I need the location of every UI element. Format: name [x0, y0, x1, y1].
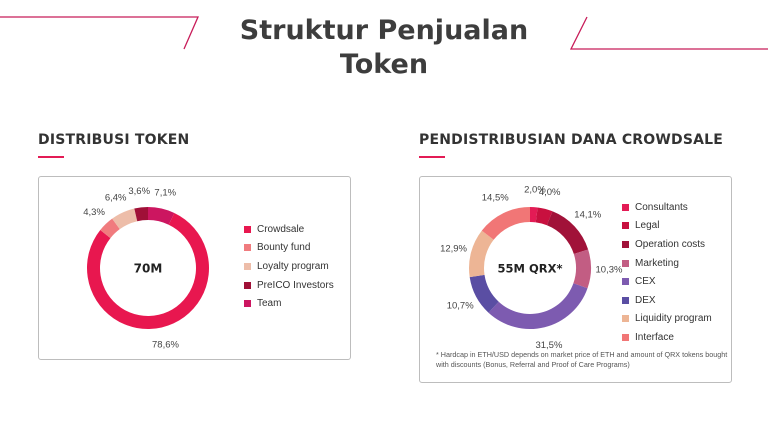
page-title-line1: Struktur Penjualan: [239, 15, 529, 46]
token-distribution-legend: Crowdsale Bounty fund Loyalty program PreIC…: [244, 220, 334, 313]
legend-swatch: [244, 225, 251, 233]
slice-label-loyalty-program: 6,4%: [105, 193, 127, 204]
legend-swatch: [244, 262, 251, 270]
slice-label-consultants: 2,0%: [524, 185, 546, 196]
slice-legal: [535, 207, 553, 226]
slice-dex: [469, 274, 499, 313]
donut-center-label: 70M: [134, 262, 163, 276]
legend-label: CEX: [635, 276, 656, 288]
decorative-line-right: [569, 16, 768, 50]
crowdsale-funds-legend: Consultants Legal Operation costs Marketing…: [622, 198, 712, 347]
legend-swatch: [622, 278, 629, 286]
legend-label: Operation costs: [635, 238, 706, 250]
slice-label-team: 7,1%: [154, 187, 176, 198]
legend-label: Interface: [635, 331, 674, 343]
legend-swatch: [622, 296, 629, 304]
legend-item-crowdsale: Crowdsale: [244, 220, 334, 239]
slice-label-legal: 4,0%: [539, 187, 561, 198]
donut-center-label: 55M QRX*: [498, 262, 563, 276]
slice-team: [148, 207, 175, 225]
page-title: Struktur Penjualan Token: [0, 14, 768, 82]
legend-item-interface: Interface: [622, 328, 712, 347]
slice-preico-investors: [134, 207, 148, 222]
slice-consultants: [530, 207, 538, 223]
legend-label: Legal: [635, 220, 660, 232]
page-title-line2: Token: [339, 49, 429, 80]
legend-item-liquidity-program: Liquidity program: [622, 310, 712, 329]
legend-item-bounty-fund: Bounty fund: [244, 239, 334, 258]
legend-item-cex: CEX: [622, 272, 712, 291]
slice-label-cex: 31,5%: [535, 340, 562, 351]
slice-operation-costs: [546, 211, 589, 255]
legend-label: PreICO Investors: [257, 279, 334, 291]
token-distribution-card: [38, 176, 351, 360]
token-distribution-underline: [38, 156, 64, 158]
hardcap-footnote: * Hardcap in ETH/USD depends on market p…: [436, 350, 728, 369]
slice-interface: [481, 207, 530, 240]
legend-label: Crowdsale: [257, 223, 305, 235]
legend-item-team: Team: [244, 294, 334, 313]
decorative-line-left: [0, 16, 199, 50]
slice-marketing: [573, 249, 591, 289]
slice-cex: [488, 283, 588, 329]
legend-label: Loyalty program: [257, 260, 329, 272]
slice-liquidity-program: [469, 230, 494, 278]
slice-label-liquidity-program: 12,9%: [440, 244, 467, 255]
legend-label: DEX: [635, 294, 656, 306]
slice-label-interface: 14,5%: [482, 193, 509, 204]
legend-swatch: [622, 222, 629, 230]
crowdsale-funds-title: PENDISTRIBUSIAN DANA CROWDSALE: [419, 132, 724, 148]
legend-swatch: [622, 259, 629, 267]
legend-label: Marketing: [635, 257, 679, 269]
slice-label-crowdsale: 78,6%: [152, 340, 179, 351]
legend-swatch: [244, 244, 251, 252]
slice-label-bounty-fund: 4,3%: [83, 207, 105, 218]
legend-label: Team: [257, 298, 282, 310]
legend-label: Consultants: [635, 201, 688, 213]
legend-swatch: [622, 240, 629, 248]
legend-swatch: [622, 333, 629, 341]
legend-label: Bounty fund: [257, 242, 311, 254]
legend-swatch: [244, 281, 251, 289]
slice-label-preico-investors: 3,6%: [128, 186, 150, 197]
legend-swatch: [622, 315, 629, 323]
legend-label: Liquidity program: [635, 313, 712, 325]
slice-label-marketing: 10,3%: [596, 265, 623, 276]
legend-item-operation-costs: Operation costs: [622, 235, 712, 254]
slice-label-operation-costs: 14,1%: [574, 210, 601, 221]
slice-bounty-fund: [100, 218, 120, 239]
crowdsale-funds-underline: [419, 156, 445, 158]
legend-swatch: [244, 300, 251, 308]
token-distribution-title: DISTRIBUSI TOKEN: [38, 132, 190, 148]
legend-swatch: [622, 203, 629, 211]
legend-item-marketing: Marketing: [622, 254, 712, 273]
slice-label-dex: 10,7%: [447, 300, 474, 311]
legend-item-legal: Legal: [622, 217, 712, 236]
legend-item-loyalty-program: Loyalty program: [244, 257, 334, 276]
slice-loyalty-program: [112, 208, 138, 230]
legend-item-preico-investors: PreICO Investors: [244, 276, 334, 295]
legend-item-consultants: Consultants: [622, 198, 712, 217]
legend-item-dex: DEX: [622, 291, 712, 310]
